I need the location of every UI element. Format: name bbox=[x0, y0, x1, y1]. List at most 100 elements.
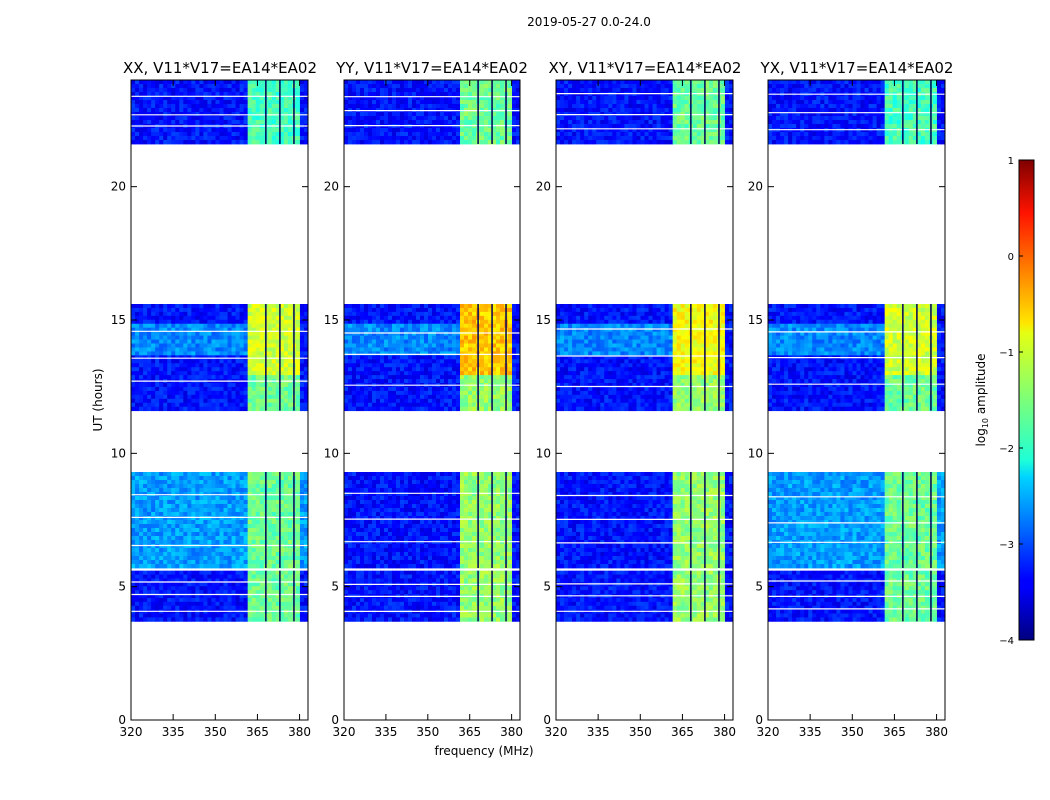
heatmap-cell bbox=[416, 520, 421, 525]
heatmap-cell bbox=[279, 315, 285, 321]
heatmap-cell bbox=[147, 96, 152, 101]
heatmap-cell bbox=[283, 398, 289, 404]
heatmap-cell bbox=[388, 484, 393, 489]
heatmap-cell bbox=[408, 532, 413, 537]
heatmap-cell bbox=[147, 311, 152, 317]
heatmap-cell bbox=[400, 578, 405, 583]
heatmap-cell bbox=[215, 120, 220, 125]
heatmap-cell bbox=[287, 319, 293, 325]
heatmap-cell bbox=[259, 472, 265, 477]
heatmap-cell bbox=[440, 617, 445, 622]
heatmap-cell bbox=[179, 484, 184, 489]
heatmap-cell bbox=[175, 601, 180, 607]
heatmap-cell bbox=[299, 556, 305, 561]
heatmap-cell bbox=[348, 488, 353, 493]
heatmap-cell bbox=[223, 319, 228, 325]
heatmap-cell bbox=[259, 617, 265, 622]
heatmap-cell bbox=[460, 520, 465, 525]
heatmap-cell bbox=[428, 574, 433, 579]
heatmap-cell bbox=[187, 92, 192, 97]
heatmap-cell bbox=[344, 578, 349, 583]
heatmap-cell bbox=[259, 508, 265, 513]
heatmap-cell bbox=[508, 524, 513, 529]
heatmap-cell bbox=[484, 520, 489, 525]
heatmap-cell bbox=[480, 586, 485, 591]
heatmap-cell bbox=[139, 512, 144, 517]
heatmap-cell bbox=[440, 528, 445, 533]
heatmap-cell bbox=[344, 617, 349, 622]
heatmap-cell bbox=[211, 394, 216, 400]
heatmap-cell bbox=[255, 508, 261, 513]
heatmap-cell bbox=[295, 496, 301, 501]
heatmap-cell bbox=[496, 613, 501, 618]
heatmap-cell bbox=[500, 480, 505, 485]
heatmap-cell bbox=[143, 375, 148, 380]
heatmap-cell bbox=[151, 307, 156, 313]
heatmap-cell bbox=[287, 335, 293, 340]
heatmap-cell bbox=[424, 476, 429, 481]
heatmap-cell bbox=[496, 617, 501, 622]
heatmap-cell bbox=[364, 496, 369, 501]
heatmap-cell bbox=[444, 613, 449, 618]
heatmap-cell bbox=[279, 343, 285, 348]
heatmap-cell bbox=[215, 500, 220, 505]
heatmap-cell bbox=[247, 104, 253, 109]
heatmap-cell bbox=[163, 402, 168, 408]
heatmap-cell bbox=[492, 516, 497, 521]
heatmap-cell bbox=[267, 88, 273, 93]
heatmap-cell bbox=[295, 375, 301, 380]
heatmap-cell bbox=[175, 104, 180, 109]
heatmap-cell bbox=[360, 578, 365, 583]
heatmap-cell bbox=[187, 540, 192, 545]
heatmap-cell bbox=[303, 597, 309, 603]
heatmap-cell bbox=[283, 128, 289, 133]
heatmap-cell bbox=[235, 528, 241, 533]
heatmap-cell bbox=[243, 508, 249, 513]
heatmap-cell bbox=[179, 536, 184, 541]
heatmap-cell bbox=[219, 104, 224, 109]
heatmap-cell bbox=[199, 80, 204, 85]
heatmap-cell bbox=[227, 88, 232, 93]
heatmap-cell bbox=[472, 613, 477, 618]
heatmap-cell bbox=[376, 613, 381, 618]
heatmap-cell bbox=[159, 108, 164, 113]
heatmap-cell bbox=[348, 492, 353, 497]
heatmap-cell bbox=[488, 480, 493, 485]
heatmap-cell bbox=[215, 617, 220, 622]
heatmap-cell bbox=[219, 524, 224, 529]
heatmap-cell bbox=[219, 605, 224, 611]
heatmap-cell bbox=[167, 402, 172, 408]
heatmap-cell bbox=[243, 402, 249, 408]
heatmap-cell bbox=[231, 375, 236, 380]
heatmap-cell bbox=[171, 390, 176, 396]
heatmap-cell bbox=[215, 536, 220, 541]
heatmap-cell bbox=[364, 488, 369, 493]
heatmap-cell bbox=[227, 594, 232, 599]
heatmap-cell bbox=[299, 88, 305, 93]
heatmap-cell bbox=[199, 327, 204, 333]
heatmap-cell bbox=[388, 570, 393, 575]
heatmap-cell bbox=[143, 570, 148, 575]
heatmap-cell bbox=[131, 84, 136, 89]
heatmap-cell bbox=[175, 617, 180, 622]
heatmap-cell bbox=[500, 520, 505, 525]
heatmap-cell bbox=[255, 331, 261, 336]
heatmap-cell bbox=[279, 323, 285, 329]
heatmap-cell bbox=[271, 540, 277, 545]
heatmap-cell bbox=[496, 574, 501, 579]
heatmap-cell bbox=[436, 528, 441, 533]
heatmap-cell bbox=[255, 84, 261, 89]
heatmap-cell bbox=[420, 504, 425, 509]
heatmap-cell bbox=[492, 508, 497, 513]
heatmap-cell bbox=[279, 496, 285, 501]
heatmap-cell bbox=[139, 406, 144, 412]
heatmap-cell bbox=[380, 528, 385, 533]
heatmap-cell bbox=[207, 383, 212, 388]
heatmap-cell bbox=[215, 528, 220, 533]
heatmap-cell bbox=[147, 343, 152, 348]
heatmap-cell bbox=[171, 570, 176, 575]
heatmap-cell bbox=[295, 532, 301, 537]
heatmap-cell bbox=[388, 536, 393, 541]
heatmap-cell bbox=[231, 528, 236, 533]
heatmap-cell bbox=[271, 597, 277, 603]
